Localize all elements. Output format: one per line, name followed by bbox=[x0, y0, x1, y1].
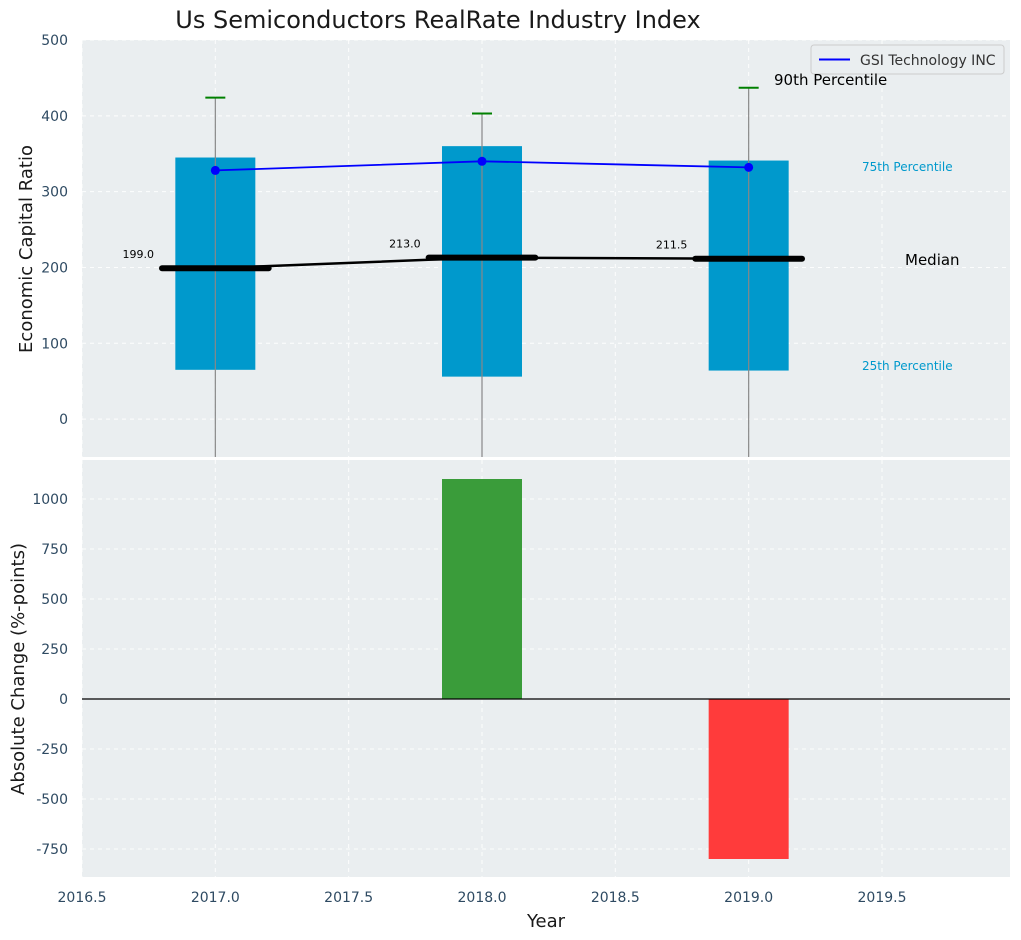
bottom-y-axis-label: Absolute Change (%-points) bbox=[8, 543, 29, 795]
bottom-plot-marks bbox=[82, 479, 1010, 859]
bottom-y-tick-label: 750 bbox=[41, 542, 68, 558]
bottom-y-tick-labels: -750 -500 -250 0 250 500 750 1000 bbox=[32, 492, 68, 858]
company-point bbox=[477, 156, 487, 166]
bottom-y-tick-label: 500 bbox=[41, 592, 68, 608]
company-point bbox=[744, 162, 754, 172]
top-y-tick-label: 0 bbox=[59, 412, 68, 428]
top-y-axis-label: Economic Capital Ratio bbox=[16, 145, 37, 353]
p25-annotation: 25th Percentile bbox=[862, 359, 953, 373]
bottom-y-tick-label: 250 bbox=[41, 642, 68, 658]
legend-label: GSI Technology INC bbox=[860, 53, 996, 69]
x-axis-label: Year bbox=[526, 911, 566, 932]
negative-change-bar bbox=[708, 699, 789, 859]
x-tick-label: 2017.5 bbox=[324, 890, 373, 906]
bottom-y-tick-label: 1000 bbox=[32, 492, 68, 508]
median-annotation: Median bbox=[905, 251, 960, 269]
bottom-y-tick-label: -500 bbox=[36, 792, 68, 808]
top-y-tick-label: 100 bbox=[41, 336, 68, 352]
top-y-tick-label: 400 bbox=[41, 109, 68, 125]
x-tick-labels: 2016.5 2017.0 2017.5 2018.0 2018.5 2019.0 2019… bbox=[58, 890, 907, 906]
top-y-tick-labels: 0 100 200 300 400 500 bbox=[41, 33, 68, 428]
x-tick-label: 2018.5 bbox=[591, 890, 640, 906]
x-tick-label: 2018.0 bbox=[458, 890, 507, 906]
bottom-y-tick-label: 0 bbox=[59, 692, 68, 708]
bottom-y-tick-label: -250 bbox=[36, 742, 68, 758]
median-value-label: 213.0 bbox=[389, 238, 421, 251]
x-tick-label: 2019.5 bbox=[858, 890, 907, 906]
legend: GSI Technology INC bbox=[810, 44, 1005, 75]
company-point bbox=[210, 165, 220, 175]
top-y-tick-label: 500 bbox=[41, 33, 68, 49]
x-tick-label: 2019.0 bbox=[724, 890, 773, 906]
bottom-y-tick-label: -750 bbox=[36, 842, 68, 858]
top-y-tick-label: 300 bbox=[41, 185, 68, 201]
median-value-label: 199.0 bbox=[123, 248, 155, 261]
positive-change-bar bbox=[442, 479, 522, 699]
p90-annotation: 90th Percentile bbox=[774, 71, 887, 89]
top-plot-marks: 199.0 213.0 211.5 bbox=[123, 86, 805, 457]
p75-annotation: 75th Percentile bbox=[862, 160, 953, 174]
x-tick-label: 2017.0 bbox=[191, 890, 240, 906]
bottom-panel-background bbox=[82, 460, 1010, 877]
percentile-annotations: 90th Percentile 75th Percentile Median 2… bbox=[774, 71, 960, 373]
median-value-label: 211.5 bbox=[656, 239, 688, 252]
top-y-tick-label: 200 bbox=[41, 260, 68, 276]
chart-title: Us Semiconductors RealRate Industry Inde… bbox=[175, 6, 700, 34]
legend-box bbox=[810, 44, 1005, 75]
x-tick-label: 2016.5 bbox=[58, 890, 107, 906]
